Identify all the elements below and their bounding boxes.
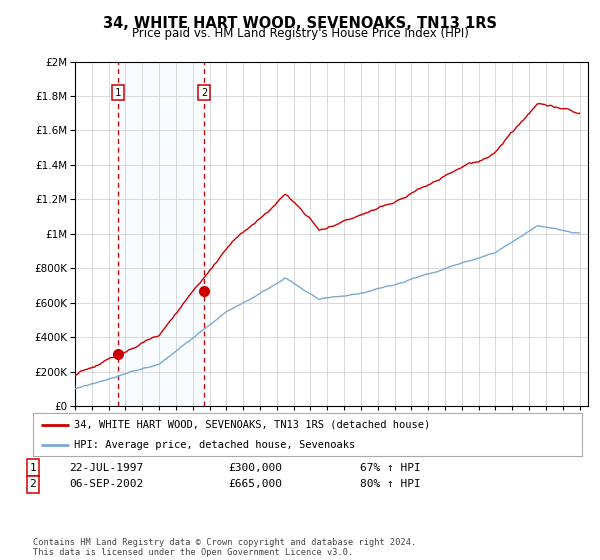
Text: 06-SEP-2002: 06-SEP-2002 bbox=[69, 479, 143, 489]
Text: £300,000: £300,000 bbox=[228, 463, 282, 473]
Text: 1: 1 bbox=[29, 463, 37, 473]
Text: 22-JUL-1997: 22-JUL-1997 bbox=[69, 463, 143, 473]
Text: 1: 1 bbox=[115, 87, 121, 97]
Text: 34, WHITE HART WOOD, SEVENOAKS, TN13 1RS (detached house): 34, WHITE HART WOOD, SEVENOAKS, TN13 1RS… bbox=[74, 419, 430, 430]
Text: 67% ↑ HPI: 67% ↑ HPI bbox=[360, 463, 421, 473]
Text: Price paid vs. HM Land Registry's House Price Index (HPI): Price paid vs. HM Land Registry's House … bbox=[131, 27, 469, 40]
Text: 2: 2 bbox=[29, 479, 37, 489]
Text: 2: 2 bbox=[201, 87, 208, 97]
Text: £665,000: £665,000 bbox=[228, 479, 282, 489]
Bar bbox=[118, 62, 204, 406]
Text: 80% ↑ HPI: 80% ↑ HPI bbox=[360, 479, 421, 489]
Text: 34, WHITE HART WOOD, SEVENOAKS, TN13 1RS: 34, WHITE HART WOOD, SEVENOAKS, TN13 1RS bbox=[103, 16, 497, 31]
Text: HPI: Average price, detached house, Sevenoaks: HPI: Average price, detached house, Seve… bbox=[74, 440, 355, 450]
Text: Contains HM Land Registry data © Crown copyright and database right 2024.
This d: Contains HM Land Registry data © Crown c… bbox=[33, 538, 416, 557]
